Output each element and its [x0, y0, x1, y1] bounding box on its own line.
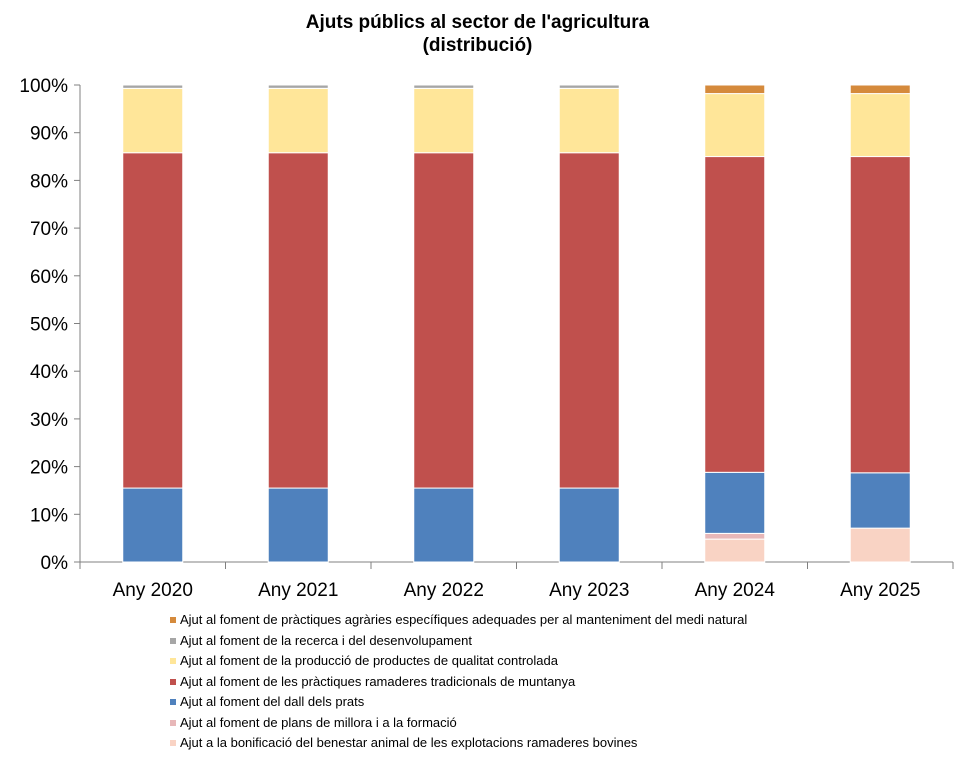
x-tick-label: Any 2023 [549, 580, 629, 601]
y-tick-label: 50% [30, 315, 68, 336]
y-tick-label: 90% [30, 124, 68, 145]
bar-segment [558, 84, 620, 89]
bar-segment [704, 84, 766, 95]
y-tick-label: 30% [30, 410, 68, 431]
x-tick-label: Any 2020 [113, 580, 193, 601]
x-tick-label: Any 2021 [258, 580, 338, 601]
bar-segment [558, 87, 620, 154]
bar-segment [267, 84, 329, 89]
chart-title: Ajuts públics al sector de l'agricultura [305, 12, 650, 33]
legend-label: Ajut al foment de la recerca i del desen… [180, 632, 472, 648]
legend-label: Ajut al foment del dall dels prats [180, 694, 365, 709]
chart-legend: Ajut al foment de pràctiques agràries es… [170, 610, 747, 754]
bar-segment [558, 487, 620, 563]
stacked-bar-chart: 0% 10% 20% 30% 40% 50% 60% 70% 80% 90% 100% Any 202… [19, 76, 954, 601]
legend-label: Ajut a la bonificació del benestar anima… [180, 735, 638, 750]
y-tick-label: 60% [30, 267, 68, 288]
legend-label: Ajut al foment de les pràctiques ramader… [180, 673, 576, 689]
bar-segment [849, 527, 911, 563]
bar-segment [267, 487, 329, 563]
y-tick-label: 80% [30, 171, 68, 192]
x-tick-label: Any 2024 [695, 580, 776, 601]
legend-item: Ajut al foment del dall dels prats [170, 692, 747, 713]
bar-segment [849, 84, 911, 95]
bar-segment [704, 471, 766, 534]
bar-segment [849, 472, 911, 529]
bar-segment [558, 152, 620, 489]
bar-segment [122, 84, 184, 89]
bar-segment [122, 487, 184, 563]
bar-segment [704, 93, 766, 158]
y-tick-label: 40% [30, 362, 68, 383]
legend-swatch [170, 658, 176, 665]
legend-label: Ajut al foment de plans de millora i a l… [180, 714, 457, 730]
legend-label: Ajut al foment de pràctiques agràries es… [180, 612, 748, 627]
legend-label: Ajut al foment de la producció de produc… [180, 653, 558, 668]
y-tick-label: 20% [30, 458, 68, 479]
chart-subtitle: (distribució) [422, 35, 533, 56]
y-tick-label: 10% [30, 505, 68, 526]
bar-segment [267, 87, 329, 154]
bar-segment [267, 152, 329, 489]
legend-swatch [170, 740, 176, 747]
legend-item: Ajut al foment de pràctiques agràries es… [170, 610, 747, 631]
bar-segment [122, 87, 184, 154]
legend-swatch [170, 678, 176, 685]
bar-segment [704, 156, 766, 473]
bar-segment [122, 152, 184, 489]
legend-item: Ajut al foment de la recerca i del desen… [170, 631, 747, 652]
y-tick-label: 100% [19, 76, 68, 97]
legend-item: Ajut al foment de les pràctiques ramader… [170, 672, 747, 693]
x-tick-label: Any 2022 [404, 580, 484, 601]
bar-segment [849, 156, 911, 474]
legend-item: Ajut al foment de la producció de produc… [170, 651, 747, 672]
y-tick-label: 0% [41, 553, 69, 574]
legend-swatch [170, 637, 176, 644]
bar-segment [413, 87, 475, 154]
bar-segment [413, 152, 475, 489]
bar-segment [413, 487, 475, 563]
bar-segment [413, 84, 475, 89]
legend-swatch [170, 617, 176, 624]
bar-segment [849, 93, 911, 158]
bar-segment [704, 538, 766, 563]
legend-item: Ajut al foment de plans de millora i a l… [170, 713, 747, 734]
legend-swatch [170, 699, 176, 706]
legend-swatch [170, 719, 176, 726]
bar-segment [704, 532, 766, 540]
y-tick-label: 70% [30, 219, 68, 240]
x-tick-label: Any 2025 [840, 580, 920, 601]
legend-item: Ajut a la bonificació del benestar anima… [170, 733, 747, 754]
